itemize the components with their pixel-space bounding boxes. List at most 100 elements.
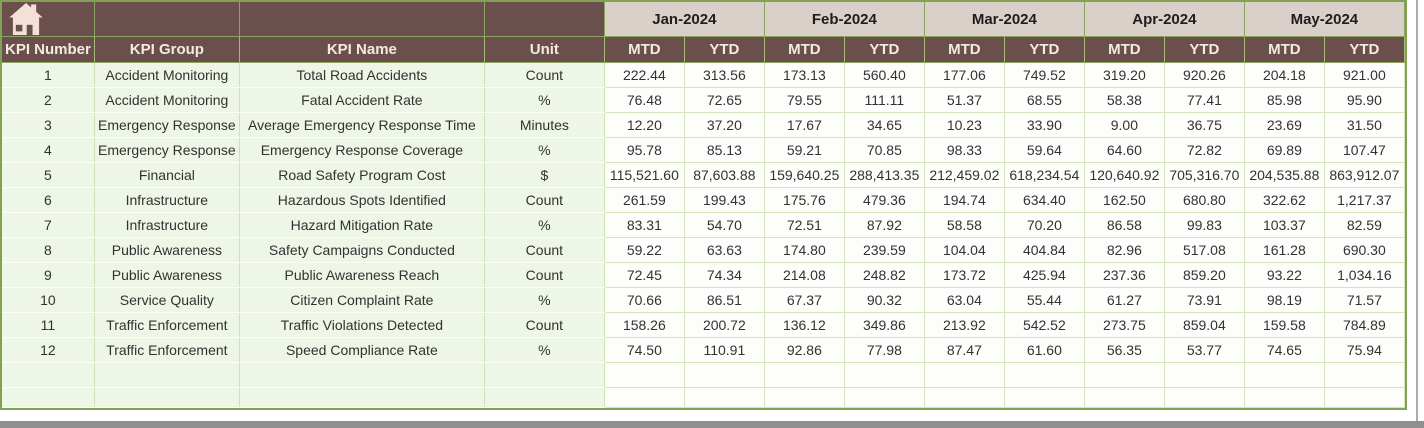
value-cell-may-2024-ytd[interactable]: 1,034.16 xyxy=(1324,262,1405,288)
value-cell-may-2024-mtd[interactable]: 74.65 xyxy=(1244,337,1325,363)
unit-cell[interactable]: % xyxy=(484,137,605,163)
col-header-ytd[interactable]: YTD xyxy=(1324,36,1405,63)
col-header-unit[interactable]: Unit xyxy=(484,36,605,63)
kpi-name-cell[interactable]: Road Safety Program Cost xyxy=(239,162,485,188)
value-cell-apr-2024-ytd[interactable] xyxy=(1164,387,1245,408)
value-cell-may-2024-ytd[interactable] xyxy=(1324,362,1405,388)
kpi-number-cell[interactable]: 11 xyxy=(2,312,95,338)
value-cell-jan-2024-ytd[interactable] xyxy=(684,362,765,388)
value-cell-jan-2024-ytd[interactable]: 54.70 xyxy=(684,212,765,238)
value-cell-apr-2024-mtd[interactable]: 61.27 xyxy=(1084,287,1165,313)
value-cell-may-2024-ytd[interactable]: 107.47 xyxy=(1324,137,1405,163)
unit-cell[interactable]: Count xyxy=(484,312,605,338)
value-cell-apr-2024-mtd[interactable]: 86.58 xyxy=(1084,212,1165,238)
kpi-number-cell[interactable]: 6 xyxy=(2,187,95,213)
value-cell-apr-2024-ytd[interactable]: 72.82 xyxy=(1164,137,1245,163)
value-cell-feb-2024-ytd[interactable]: 560.40 xyxy=(844,62,925,88)
kpi-group-cell[interactable]: Public Awareness xyxy=(94,262,240,288)
unit-cell[interactable]: % xyxy=(484,87,605,113)
col-header-mtd[interactable]: MTD xyxy=(1084,36,1165,63)
value-cell-mar-2024-ytd[interactable]: 618,234.54 xyxy=(1004,162,1085,188)
month-header-jan[interactable]: Jan-2024 xyxy=(604,2,765,37)
value-cell-feb-2024-mtd[interactable] xyxy=(764,387,845,408)
value-cell-jan-2024-mtd[interactable]: 95.78 xyxy=(604,137,685,163)
value-cell-apr-2024-mtd[interactable]: 82.96 xyxy=(1084,237,1165,263)
col-header-ytd[interactable]: YTD xyxy=(844,36,925,63)
value-cell-jan-2024-ytd[interactable]: 85.13 xyxy=(684,137,765,163)
value-cell-mar-2024-mtd[interactable]: 63.04 xyxy=(924,287,1005,313)
value-cell-apr-2024-ytd[interactable]: 859.04 xyxy=(1164,312,1245,338)
value-cell-apr-2024-ytd[interactable]: 920.26 xyxy=(1164,62,1245,88)
value-cell-feb-2024-mtd[interactable]: 159,640.25 xyxy=(764,162,845,188)
value-cell-jan-2024-ytd[interactable]: 63.63 xyxy=(684,237,765,263)
value-cell-mar-2024-mtd[interactable]: 194.74 xyxy=(924,187,1005,213)
value-cell-feb-2024-ytd[interactable]: 349.86 xyxy=(844,312,925,338)
value-cell-apr-2024-ytd[interactable]: 99.83 xyxy=(1164,212,1245,238)
value-cell-feb-2024-mtd[interactable]: 67.37 xyxy=(764,287,845,313)
value-cell-jan-2024-mtd[interactable]: 12.20 xyxy=(604,112,685,138)
col-header-mtd[interactable]: MTD xyxy=(924,36,1005,63)
value-cell-may-2024-mtd[interactable]: 204.18 xyxy=(1244,62,1325,88)
kpi-group-cell[interactable]: Emergency Response xyxy=(94,112,240,138)
value-cell-may-2024-ytd[interactable]: 82.59 xyxy=(1324,212,1405,238)
value-cell-jan-2024-mtd[interactable]: 70.66 xyxy=(604,287,685,313)
value-cell-apr-2024-mtd[interactable] xyxy=(1084,387,1165,408)
unit-cell[interactable]: Count xyxy=(484,187,605,213)
value-cell-feb-2024-ytd[interactable]: 90.32 xyxy=(844,287,925,313)
value-cell-feb-2024-ytd[interactable]: 248.82 xyxy=(844,262,925,288)
value-cell-feb-2024-ytd[interactable] xyxy=(844,362,925,388)
kpi-name-cell[interactable]: Hazardous Spots Identified xyxy=(239,187,485,213)
unit-cell[interactable]: Count xyxy=(484,62,605,88)
value-cell-feb-2024-mtd[interactable]: 175.76 xyxy=(764,187,845,213)
value-cell-jan-2024-mtd[interactable] xyxy=(604,387,685,408)
value-cell-feb-2024-mtd[interactable]: 136.12 xyxy=(764,312,845,338)
value-cell-feb-2024-ytd[interactable]: 239.59 xyxy=(844,237,925,263)
value-cell-mar-2024-ytd[interactable]: 59.64 xyxy=(1004,137,1085,163)
value-cell-may-2024-mtd[interactable] xyxy=(1244,387,1325,408)
value-cell-may-2024-mtd[interactable]: 98.19 xyxy=(1244,287,1325,313)
kpi-number-cell[interactable]: 7 xyxy=(2,212,95,238)
kpi-name-cell[interactable]: Hazard Mitigation Rate xyxy=(239,212,485,238)
value-cell-may-2024-ytd[interactable]: 863,912.07 xyxy=(1324,162,1405,188)
col-header-mtd[interactable]: MTD xyxy=(1244,36,1325,63)
kpi-number-cell[interactable] xyxy=(2,362,95,388)
value-cell-apr-2024-mtd[interactable]: 273.75 xyxy=(1084,312,1165,338)
unit-cell[interactable] xyxy=(484,362,605,388)
value-cell-feb-2024-ytd[interactable] xyxy=(844,387,925,408)
value-cell-apr-2024-ytd[interactable] xyxy=(1164,362,1245,388)
value-cell-apr-2024-mtd[interactable]: 9.00 xyxy=(1084,112,1165,138)
value-cell-apr-2024-mtd[interactable]: 64.60 xyxy=(1084,137,1165,163)
home-button[interactable] xyxy=(2,2,95,37)
value-cell-may-2024-ytd[interactable]: 75.94 xyxy=(1324,337,1405,363)
kpi-name-cell[interactable] xyxy=(239,362,485,388)
value-cell-feb-2024-mtd[interactable]: 173.13 xyxy=(764,62,845,88)
value-cell-may-2024-ytd[interactable]: 921.00 xyxy=(1324,62,1405,88)
value-cell-mar-2024-mtd[interactable]: 213.92 xyxy=(924,312,1005,338)
value-cell-apr-2024-mtd[interactable]: 237.36 xyxy=(1084,262,1165,288)
unit-cell[interactable]: $ xyxy=(484,162,605,188)
value-cell-may-2024-mtd[interactable]: 322.62 xyxy=(1244,187,1325,213)
kpi-name-cell[interactable]: Speed Compliance Rate xyxy=(239,337,485,363)
value-cell-apr-2024-mtd[interactable] xyxy=(1084,362,1165,388)
unit-cell[interactable]: % xyxy=(484,287,605,313)
value-cell-feb-2024-mtd[interactable] xyxy=(764,362,845,388)
value-cell-jan-2024-mtd[interactable] xyxy=(604,362,685,388)
kpi-number-cell[interactable] xyxy=(2,387,95,408)
kpi-name-cell[interactable]: Average Emergency Response Time xyxy=(239,112,485,138)
kpi-group-cell[interactable]: Traffic Enforcement xyxy=(94,312,240,338)
value-cell-mar-2024-ytd[interactable]: 749.52 xyxy=(1004,62,1085,88)
value-cell-jan-2024-mtd[interactable]: 59.22 xyxy=(604,237,685,263)
value-cell-apr-2024-mtd[interactable]: 58.38 xyxy=(1084,87,1165,113)
value-cell-may-2024-mtd[interactable]: 85.98 xyxy=(1244,87,1325,113)
kpi-group-cell[interactable]: Accident Monitoring xyxy=(94,87,240,113)
value-cell-jan-2024-ytd[interactable]: 313.56 xyxy=(684,62,765,88)
kpi-name-cell[interactable]: Traffic Violations Detected xyxy=(239,312,485,338)
value-cell-mar-2024-mtd[interactable]: 87.47 xyxy=(924,337,1005,363)
kpi-group-cell[interactable] xyxy=(94,387,240,408)
value-cell-feb-2024-mtd[interactable]: 92.86 xyxy=(764,337,845,363)
month-header-mar[interactable]: Mar-2024 xyxy=(924,2,1085,37)
value-cell-mar-2024-ytd[interactable]: 404.84 xyxy=(1004,237,1085,263)
value-cell-mar-2024-mtd[interactable]: 10.23 xyxy=(924,112,1005,138)
kpi-group-cell[interactable]: Accident Monitoring xyxy=(94,62,240,88)
value-cell-apr-2024-ytd[interactable]: 680.80 xyxy=(1164,187,1245,213)
